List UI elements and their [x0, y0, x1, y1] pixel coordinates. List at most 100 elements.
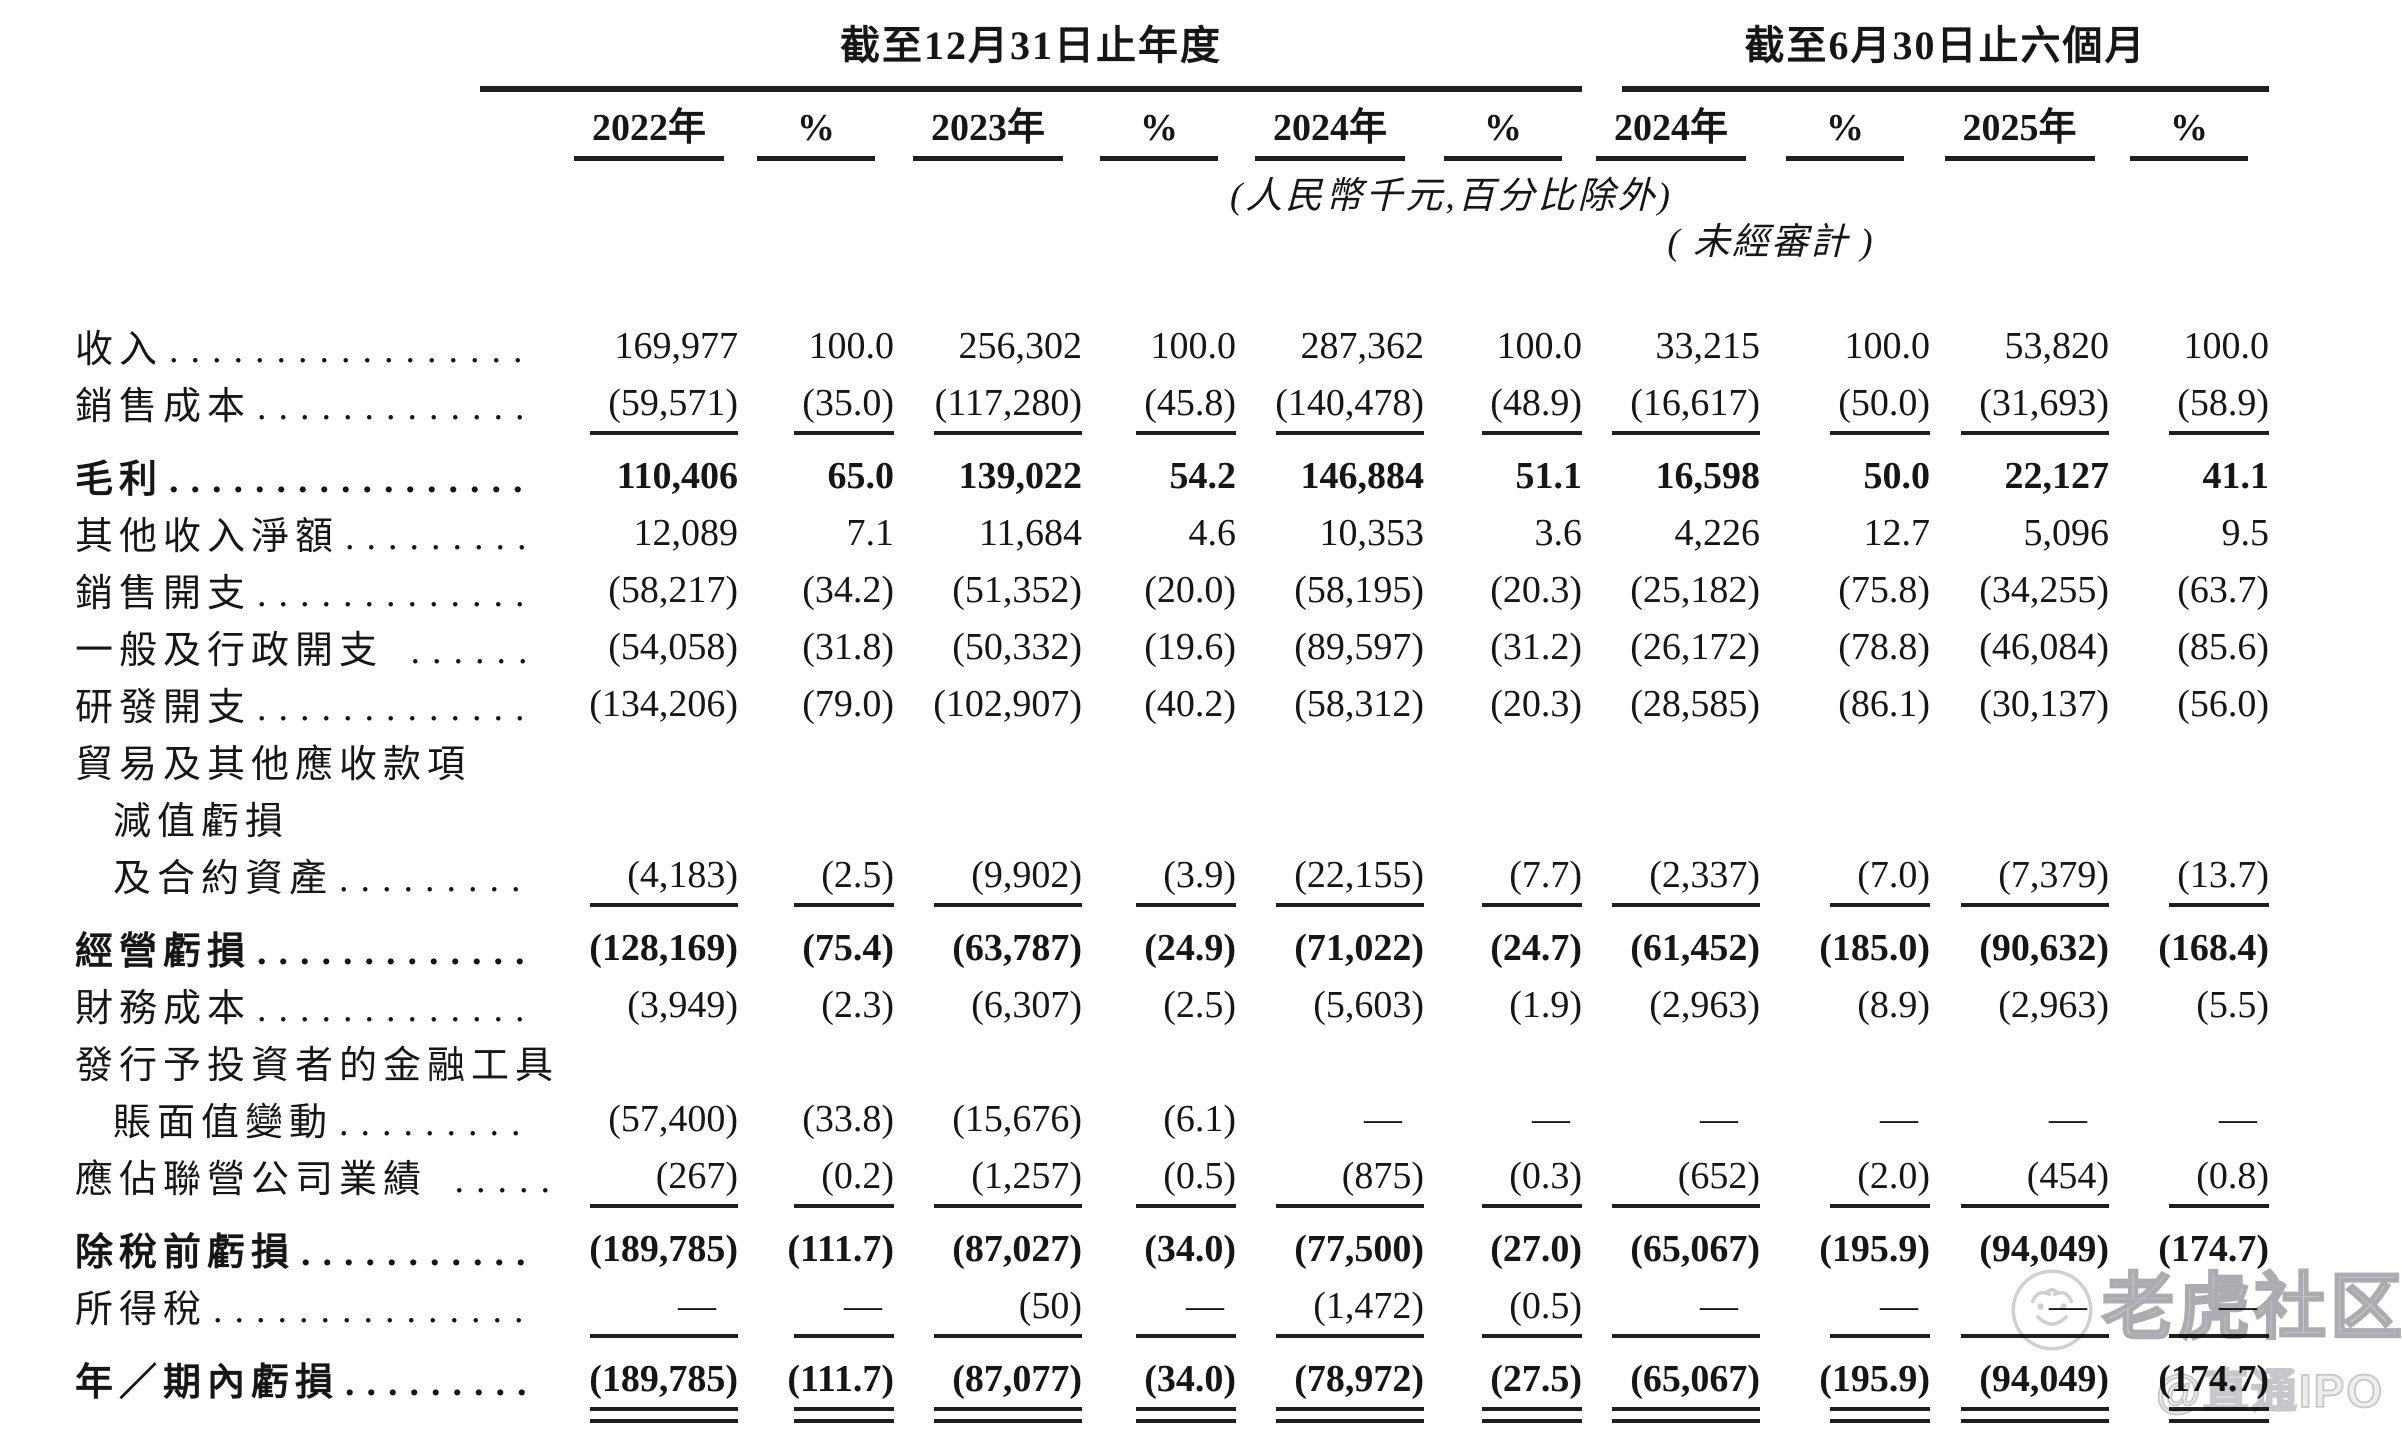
value-cell: (50.0) — [1760, 381, 1930, 425]
leader-dots: ............. — [257, 931, 537, 973]
value-cell: (86.1) — [1760, 682, 1930, 726]
label-column-spacer — [75, 903, 560, 904]
leader-dots: ..... — [433, 1159, 560, 1201]
value-cell: (31,693) — [1930, 381, 2109, 425]
row-label: 收入................. — [75, 318, 560, 373]
value-cell: (0.3) — [1424, 1154, 1582, 1198]
value-cell: 100.0 — [1424, 324, 1583, 368]
value-text: (31.2) — [1490, 625, 1582, 668]
row-label: 毛利................. — [75, 448, 560, 503]
row-label: 所得稅............... — [75, 1278, 560, 1333]
rule-cell — [894, 1204, 1082, 1208]
value-cell: 53,820 — [1930, 324, 2110, 368]
column-header-label: 2023年 — [930, 107, 1045, 149]
value-text: 4,226 — [1674, 511, 1761, 554]
table-row: 年／期內虧損......... (189,785) (111.7) (87,077) (… — [75, 1350, 2269, 1407]
row-label-text: 減值虧損 — [113, 801, 290, 843]
rule-cell — [1930, 431, 2109, 435]
column-header-underline — [1596, 156, 1746, 161]
rule-cell — [560, 1204, 738, 1208]
label-column-spacer — [75, 1204, 560, 1205]
column-header-row: 2022年% 2023年% 2024年% 2024年% 2025年% — [75, 106, 2269, 161]
value-cell: (5,603) — [1236, 983, 1424, 1027]
value-cell: (40.2) — [1082, 682, 1236, 726]
rule-cell — [560, 903, 738, 907]
rule-cell — [1236, 1204, 1424, 1208]
value-cell: 5,096 — [1930, 511, 2110, 555]
row-label-text: 一般及行政開支 — [75, 630, 384, 672]
rule-cell — [2109, 1334, 2269, 1338]
row-label: 一般及行政開支 ...... — [75, 619, 560, 674]
value-text: (27.5) — [1490, 1357, 1582, 1400]
single-rule — [590, 903, 738, 907]
value-cell: 41.1 — [2109, 454, 2270, 498]
leader-dots: ................. — [169, 459, 535, 501]
rule-cell — [738, 903, 894, 907]
single-rule — [794, 903, 894, 907]
value-cell: (174.7) — [2109, 1227, 2269, 1271]
row-label: 應佔聯營公司業績 ..... — [75, 1148, 560, 1203]
value-cell: (58.9) — [2109, 381, 2269, 425]
value-text: (33.8) — [802, 1097, 894, 1140]
column-header: 2024年 — [1236, 106, 1424, 161]
value-text: (2,963) — [1998, 983, 2109, 1026]
value-cell: — — [1930, 1097, 2109, 1141]
double-rule — [1830, 1407, 1930, 1423]
rule-cell — [2109, 903, 2269, 907]
single-rule — [1961, 1204, 2109, 1208]
table-row: 研發開支............. (134,206) (79.0) (102,907… — [75, 675, 2269, 732]
value-cell: 146,884 — [1236, 454, 1425, 498]
single-rule — [1276, 1204, 1424, 1208]
table-row: 所得稅............... — — (50) — (1,472) (0.5) — — —… — [75, 1277, 2269, 1334]
value-text: 12.7 — [1863, 511, 1931, 554]
single-rule — [1612, 1204, 1760, 1208]
rule-cell — [1424, 1334, 1582, 1338]
single-rule — [1830, 1204, 1930, 1208]
value-cell: (45.8) — [1082, 381, 1236, 425]
double-rule — [1136, 1407, 1236, 1423]
value-cell: (2,337) — [1582, 853, 1760, 897]
value-cell: (34.0) — [1082, 1227, 1236, 1271]
column-header: % — [1760, 106, 1930, 161]
value-cell: 3.6 — [1424, 511, 1583, 555]
value-text: (26,172) — [1630, 625, 1760, 668]
value-cell: (140,478) — [1236, 381, 1424, 425]
single-rule — [1276, 431, 1424, 435]
value-text: (2.5) — [1163, 983, 1236, 1026]
column-header-underline — [1444, 156, 1562, 161]
value-cell: (174.7) — [2109, 1357, 2269, 1401]
single-rule — [2169, 1334, 2269, 1338]
value-text: (15,676) — [952, 1097, 1082, 1140]
value-text: (78,972) — [1294, 1357, 1424, 1400]
single-rule — [934, 1204, 1082, 1208]
single-rule — [934, 903, 1082, 907]
watermark-community-text: 老虎社区 — [2101, 1267, 2402, 1350]
rule-cell — [1760, 1334, 1930, 1338]
value-text: (19.6) — [1144, 625, 1236, 668]
value-text: (94,049) — [1979, 1357, 2109, 1400]
value-text: (77,500) — [1294, 1227, 1424, 1270]
value-text: (0.2) — [821, 1154, 894, 1197]
value-text: (50,332) — [952, 625, 1082, 668]
single-rule — [1961, 903, 2109, 907]
value-text: (2.3) — [821, 983, 894, 1026]
value-text: 100.0 — [808, 324, 895, 367]
rule-cell — [1582, 1407, 1760, 1423]
value-cell: 65.0 — [738, 454, 895, 498]
single-rule — [794, 1204, 894, 1208]
label-column-spacer — [75, 1334, 560, 1335]
value-text: 100.0 — [1496, 324, 1583, 367]
tiger-logo-icon — [2011, 1269, 2093, 1351]
value-cell: 100.0 — [2109, 324, 2270, 368]
row-label-text: 賬面值變動 — [113, 1102, 334, 1144]
rule-cell — [1424, 903, 1582, 907]
value-text: (34.0) — [1144, 1227, 1236, 1270]
unaudited-note-row: ( 未經審計 ) — [75, 219, 2269, 265]
leader-dots: ............. — [257, 573, 537, 615]
value-text: (9,902) — [971, 853, 1082, 896]
rule-cell — [894, 1407, 1082, 1423]
value-cell: (71,022) — [1236, 926, 1424, 970]
rule-cell — [1930, 1407, 2109, 1423]
value-text: (134,206) — [589, 682, 738, 725]
value-text: (2.0) — [1857, 1154, 1930, 1197]
